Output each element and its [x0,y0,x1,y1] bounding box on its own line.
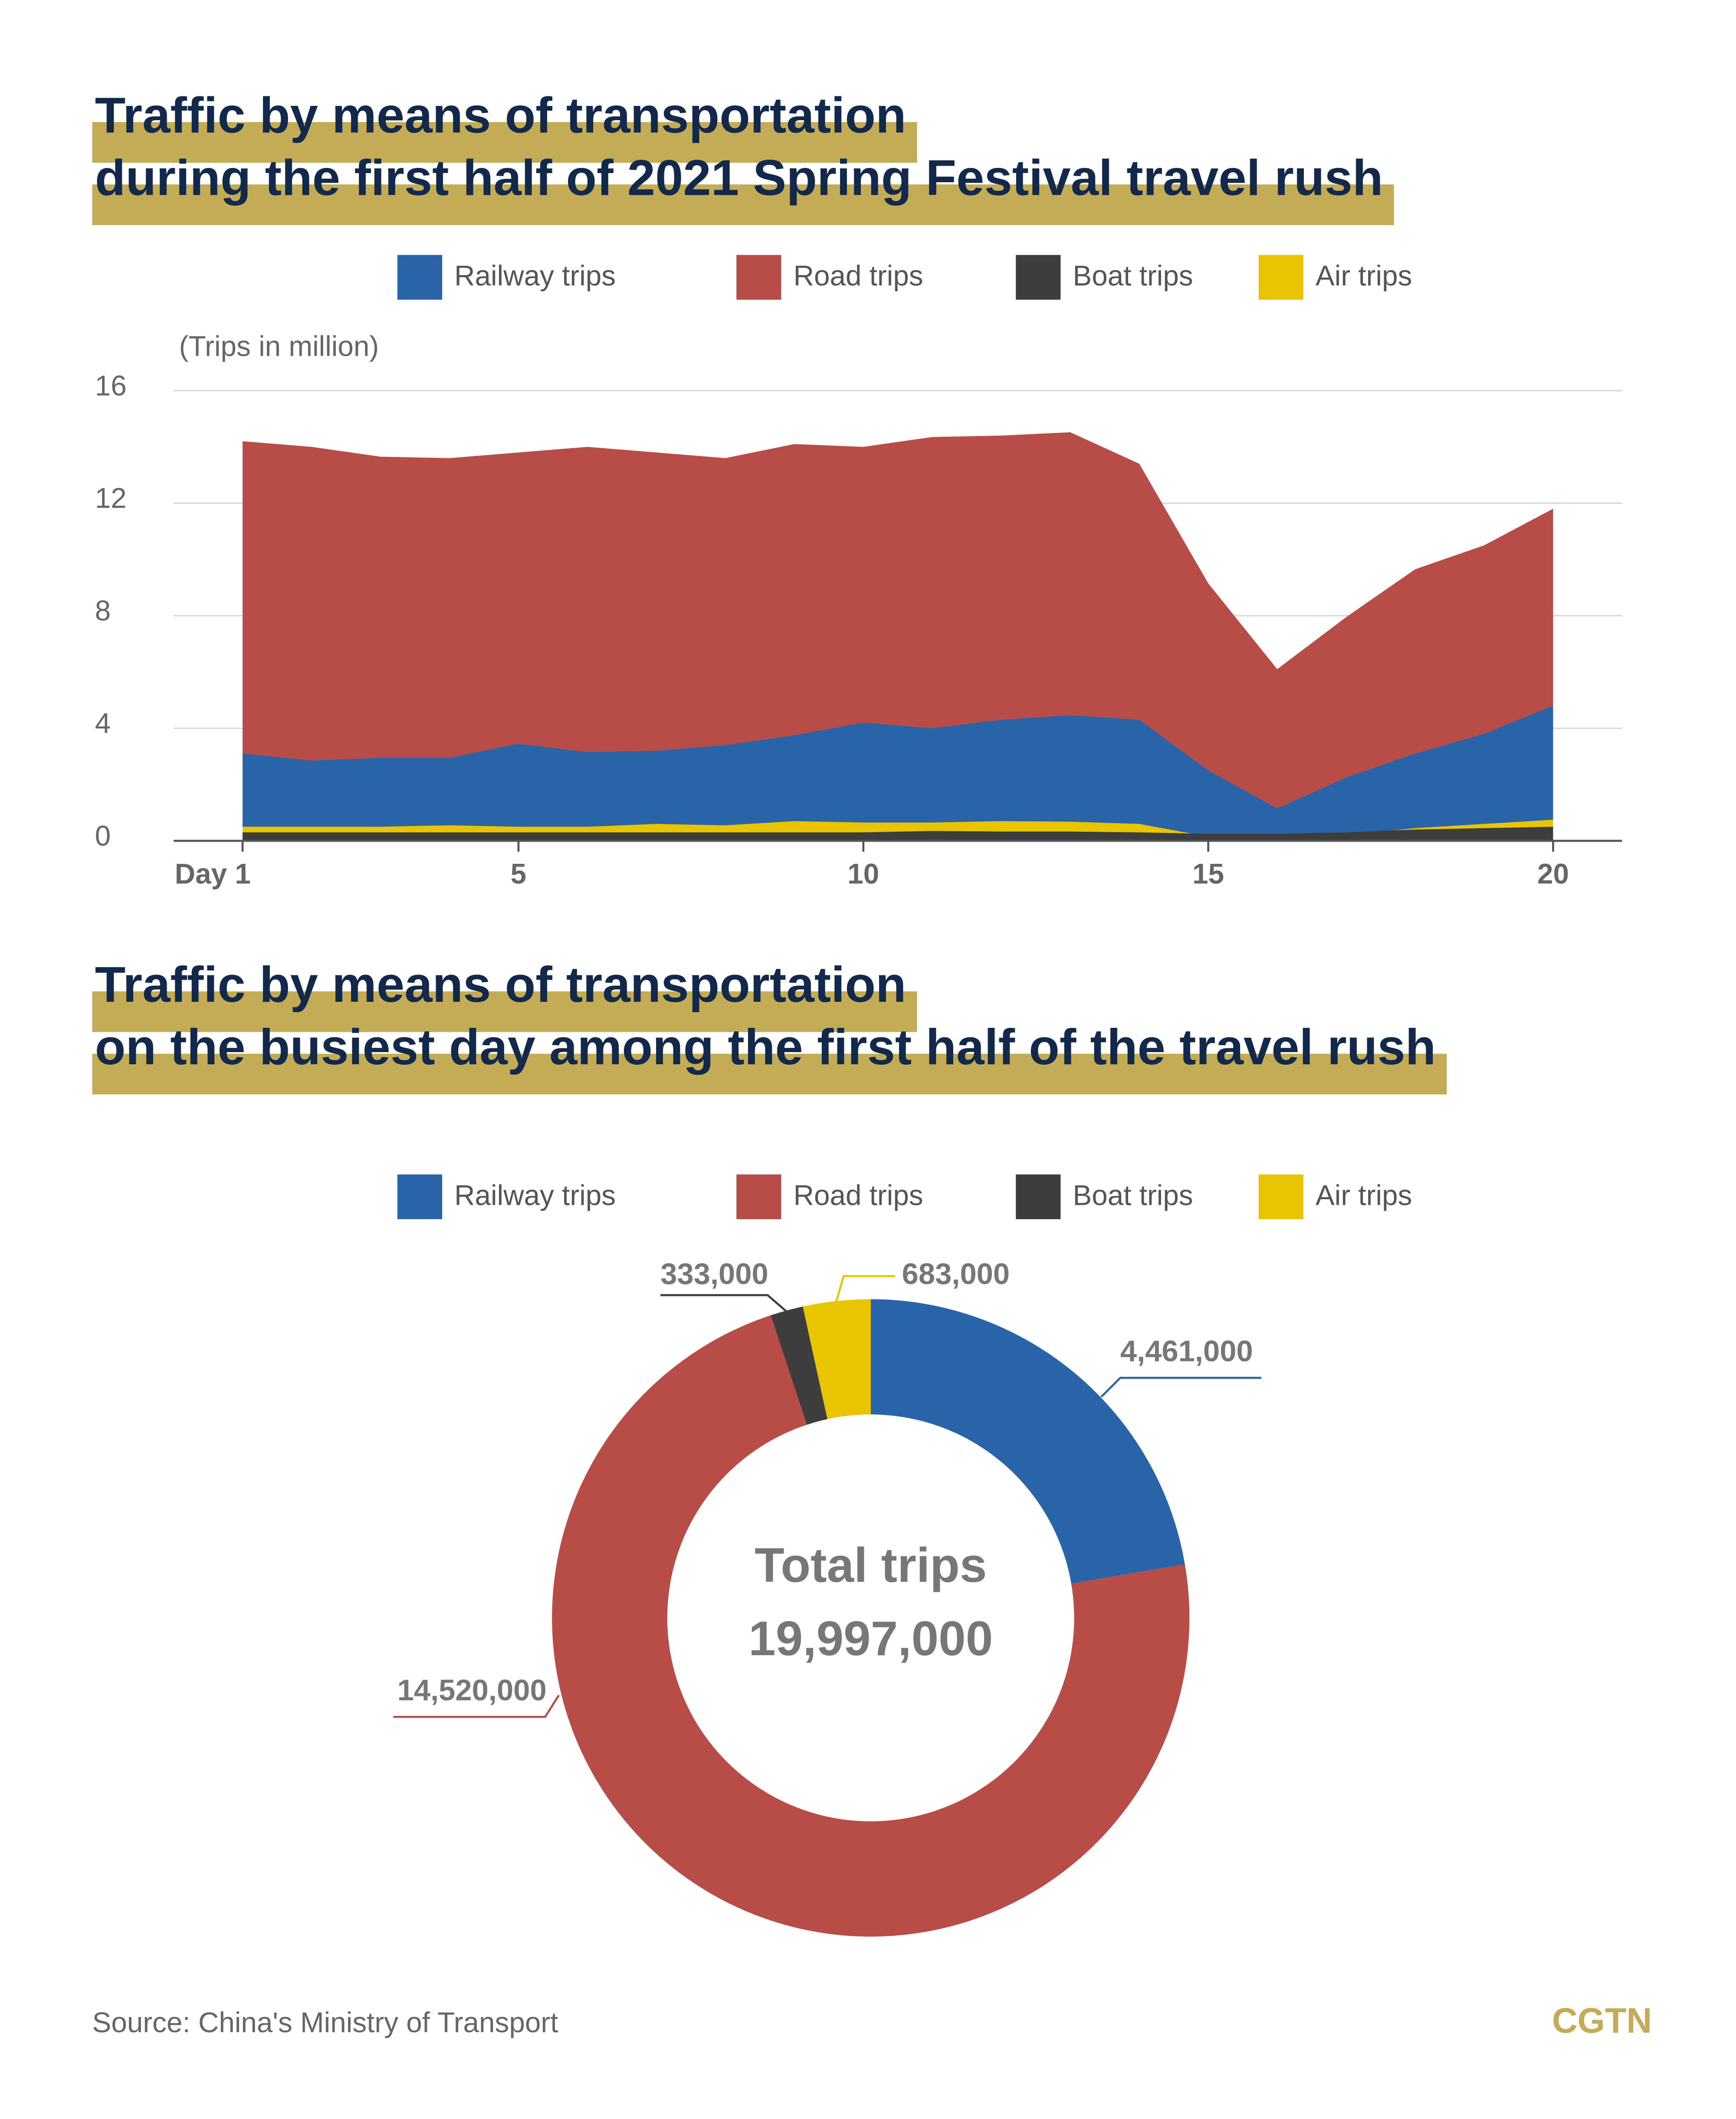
donut-slice [771,1306,827,1425]
x-tick-label: 20 [1537,858,1569,890]
center-text: Total trips [755,1538,987,1592]
title-highlight [92,184,1394,225]
legend-label: Road trips [794,1179,923,1211]
leader-line [1100,1377,1261,1398]
y-tick-label: 4 [95,708,111,739]
legend-label: Railway trips [454,1179,616,1211]
logo: CGTN [1552,2001,1652,2040]
legend-swatch [397,255,443,300]
legend-label: Boat trips [1073,1179,1193,1211]
x-tick-label: 15 [1192,858,1224,890]
donut-slice [552,1315,1190,1937]
legend-swatch [1016,255,1061,300]
x-tick-label: 10 [847,858,879,890]
y-tick-label: 0 [95,820,111,852]
chart-title: during the first half of 2021 Spring Fes… [95,149,1383,206]
y-axis-label: (Trips in million) [179,331,379,362]
x-tick-label: 5 [511,858,527,890]
title-highlight [92,1053,1447,1095]
donut-slice [870,1299,1185,1584]
title-highlight [92,122,917,163]
leader-line [660,1294,789,1314]
x-tick-label: Day 1 [175,858,251,890]
title-highlight [92,991,917,1032]
legend-swatch [736,255,781,300]
center-text: 19,997,000 [748,1611,993,1666]
data-label: 4,461,000 [1120,1335,1253,1368]
chart-title: Traffic by means of transportation [95,956,906,1013]
leader-line [834,1275,896,1305]
legend-label: Railway trips [454,260,616,292]
chart-title: on the busiest day among the first half … [95,1019,1436,1075]
y-tick-label: 8 [95,595,111,627]
data-label: 683,000 [902,1257,1010,1290]
data-label: 333,000 [660,1257,768,1290]
legend-swatch [736,1174,781,1220]
legend-swatch [397,1174,443,1220]
leader-line [393,1694,560,1718]
chart-title: Traffic by means of transportation [95,87,906,144]
legend-label: Air trips [1316,260,1412,292]
legend-label: Air trips [1316,1179,1412,1211]
source: Source: China's Ministry of Transport [92,2007,558,2038]
legend-swatch [1258,255,1303,300]
legend-swatch [1258,1174,1303,1220]
area [243,827,1553,841]
y-tick-label: 12 [95,482,127,514]
area [243,432,1553,841]
legend-swatch [1016,1174,1061,1220]
data-label: 14,520,000 [397,1673,547,1707]
legend-label: Boat trips [1073,260,1193,292]
legend-label: Road trips [794,260,923,292]
area [243,705,1553,841]
y-tick-label: 16 [95,370,127,401]
donut-slice [803,1299,871,1419]
